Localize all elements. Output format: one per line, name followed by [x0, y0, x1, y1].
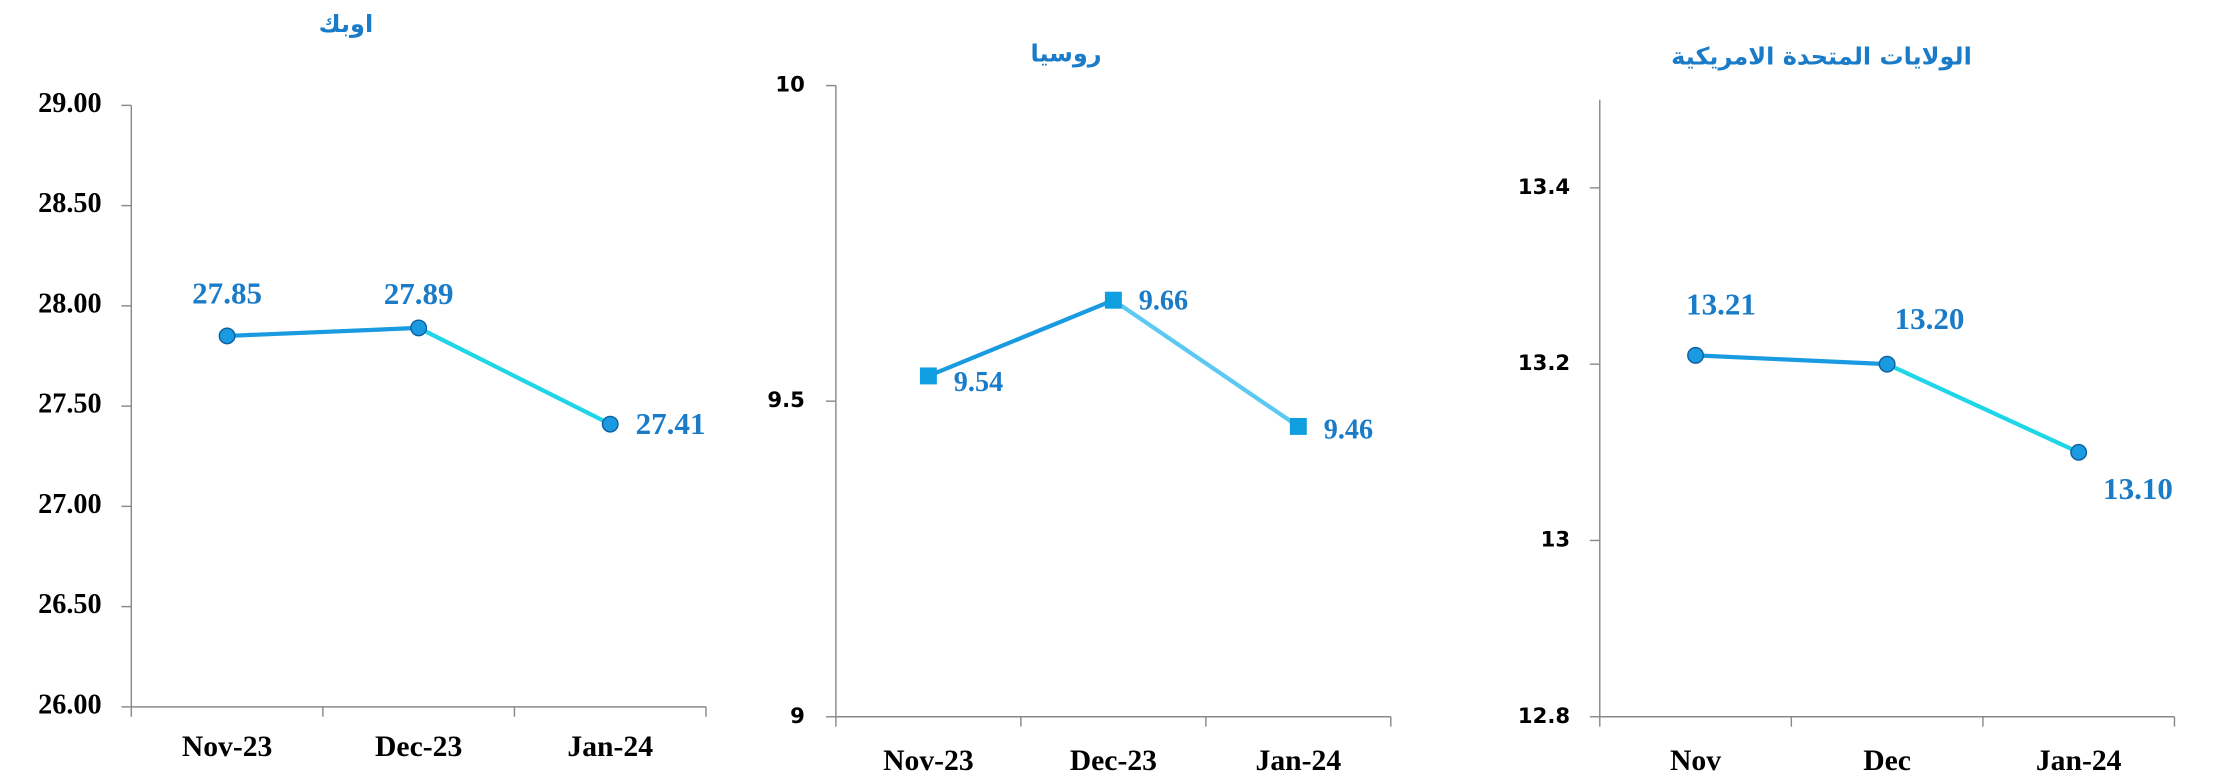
y-tick-label: 13.2	[1518, 350, 1570, 375]
chart-title: روسيا	[1030, 40, 1101, 68]
data-label: 13.10	[2103, 471, 2173, 506]
data-label: 13.21	[1686, 286, 1756, 321]
y-tick-label: 28.00	[38, 288, 102, 319]
y-tick-label: 27.50	[38, 389, 102, 420]
x-tick-label: Nov-23	[182, 731, 273, 763]
chart-title: الولايات المتحدة الامريكية	[1671, 42, 1972, 70]
y-tick-label: 9	[790, 703, 805, 728]
data-label: 13.20	[1895, 301, 1965, 336]
data-label: 9.46	[1324, 415, 1373, 446]
marker	[1104, 291, 1122, 309]
x-tick-label: Nov	[1670, 745, 1721, 777]
line-segment	[227, 325, 419, 339]
data-label: 27.85	[192, 276, 262, 311]
line-segment	[1112, 298, 1300, 429]
y-tick-label: 9.5	[767, 387, 804, 412]
marker	[410, 319, 428, 337]
line-segment	[1695, 353, 1888, 367]
y-tick-label: 28.50	[38, 188, 102, 219]
marker	[1687, 346, 1705, 364]
y-tick-label: 13	[1541, 526, 1570, 551]
data-label: 27.89	[384, 276, 454, 311]
marker	[2070, 443, 2088, 461]
data-label: 27.41	[636, 406, 706, 441]
marker	[1289, 417, 1307, 435]
x-tick-label: Jan-24	[567, 731, 653, 763]
x-tick-label: Jan-24	[2036, 745, 2122, 777]
line-segment	[417, 326, 612, 427]
x-tick-label: Dec-23	[1070, 745, 1157, 777]
y-tick-label: 13.4	[1518, 174, 1570, 199]
data-label: 9.66	[1139, 286, 1188, 317]
y-tick-label: 26.50	[38, 589, 102, 620]
y-tick-label: 12.8	[1518, 703, 1570, 728]
line-segment	[1886, 362, 2080, 455]
x-tick-label: Dec-23	[375, 731, 462, 763]
y-tick-label: 10	[775, 72, 804, 97]
x-tick-label: Nov-23	[883, 745, 974, 777]
line-segment	[927, 298, 1115, 378]
marker	[218, 327, 236, 345]
marker	[919, 367, 937, 385]
marker	[601, 415, 619, 433]
y-tick-label: 27.00	[38, 489, 102, 520]
y-tick-label: 29.00	[38, 88, 102, 119]
x-tick-label: Jan-24	[1256, 745, 1342, 777]
data-label: 9.54	[954, 367, 1003, 398]
marker	[1878, 355, 1896, 373]
chart-title: اوبك	[319, 10, 374, 38]
x-tick-label: Dec	[1863, 745, 1911, 777]
y-tick-label: 26.00	[38, 689, 102, 720]
